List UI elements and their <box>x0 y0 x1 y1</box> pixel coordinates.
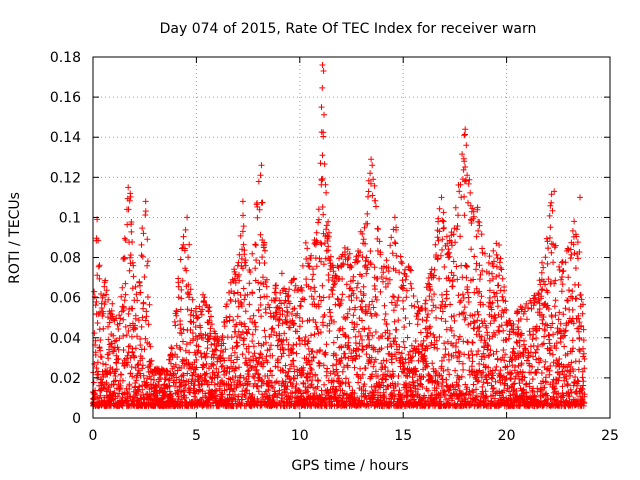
roti-data-point <box>411 131 498 409</box>
y-tick-label: 0.04 <box>50 331 81 347</box>
axis-ticks <box>92 56 611 419</box>
x-tick-label: 5 <box>192 428 201 444</box>
roti-data-point <box>492 191 579 409</box>
y-tick-label: 0.12 <box>50 170 81 186</box>
roti-data-point <box>94 62 588 409</box>
roti-data-point <box>89 193 177 409</box>
y-tick-label: 0.06 <box>50 291 81 307</box>
x-tick-label: 15 <box>394 428 412 444</box>
y-tick-label: 0 <box>72 411 81 427</box>
x-axis-label: GPS time / hours <box>291 458 408 474</box>
data-points <box>89 62 588 409</box>
y-axis-label: ROTI / TECUs <box>7 192 23 284</box>
roti-data-point <box>170 212 258 409</box>
roti-data-point <box>331 176 418 409</box>
x-tick-label: 10 <box>291 428 309 444</box>
plot-frame <box>92 56 611 419</box>
x-tick-label: 0 <box>89 428 98 444</box>
x-tick-label: 20 <box>498 428 516 444</box>
y-tick-label: 0.1 <box>59 210 81 226</box>
y-tick-label: 0.08 <box>50 251 81 267</box>
y-tick-label: 0.18 <box>50 50 81 66</box>
x-tick-label: 25 <box>601 428 619 444</box>
chart-title: Day 074 of 2015, Rate Of TEC Index for r… <box>160 21 537 37</box>
y-tick-label: 0.02 <box>50 371 81 387</box>
roti-data-point <box>251 84 338 409</box>
y-tick-label: 0.16 <box>50 90 81 106</box>
y-tick-label: 0.14 <box>50 130 81 146</box>
